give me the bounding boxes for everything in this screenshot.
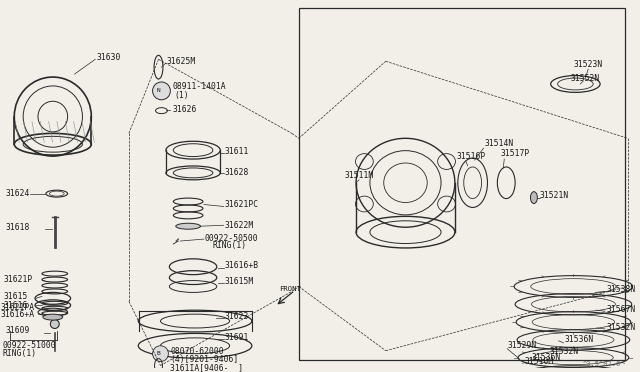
Text: 31621PC: 31621PC bbox=[225, 200, 259, 209]
Text: 31615M: 31615M bbox=[225, 277, 254, 286]
Text: 31625M: 31625M bbox=[166, 57, 196, 66]
Text: 31532N: 31532N bbox=[550, 347, 579, 356]
Text: (4)[9201-9406]: (4)[9201-9406] bbox=[170, 355, 239, 364]
Text: 31624: 31624 bbox=[5, 189, 29, 198]
Text: 31621P: 31621P bbox=[3, 275, 33, 284]
Text: 31536N: 31536N bbox=[564, 335, 594, 344]
Text: 31529N: 31529N bbox=[508, 341, 536, 350]
Circle shape bbox=[152, 346, 168, 362]
Text: 31691: 31691 bbox=[225, 333, 249, 342]
Text: 31516P: 31516P bbox=[457, 151, 486, 161]
Text: 31609: 31609 bbox=[5, 327, 29, 336]
Text: 00922-51000: 00922-51000 bbox=[3, 341, 56, 350]
Text: RING(1): RING(1) bbox=[3, 349, 36, 358]
Text: 31532N: 31532N bbox=[606, 324, 636, 333]
Text: 08070-62000: 08070-62000 bbox=[170, 347, 224, 356]
Text: 00922-50500: 00922-50500 bbox=[205, 234, 259, 243]
Text: 31510M: 31510M bbox=[524, 357, 554, 366]
Text: N: N bbox=[157, 88, 161, 93]
Text: ^3.5^02.6: ^3.5^02.6 bbox=[582, 360, 621, 366]
Ellipse shape bbox=[531, 192, 538, 203]
Text: 31630: 31630 bbox=[96, 53, 121, 62]
Text: 31523N: 31523N bbox=[573, 60, 603, 69]
Text: 31536N: 31536N bbox=[532, 353, 561, 362]
Ellipse shape bbox=[43, 314, 63, 320]
Text: 31521N: 31521N bbox=[540, 191, 569, 200]
Circle shape bbox=[152, 82, 170, 100]
Text: 31567N: 31567N bbox=[606, 305, 636, 314]
Text: 31621PA: 31621PA bbox=[1, 303, 35, 312]
Text: FRONT: FRONT bbox=[279, 286, 301, 292]
Text: 31538N: 31538N bbox=[606, 285, 636, 294]
Text: 31626: 31626 bbox=[172, 105, 196, 114]
Text: 31628: 31628 bbox=[225, 169, 249, 177]
Text: (1): (1) bbox=[174, 92, 189, 100]
Text: 31611: 31611 bbox=[225, 147, 249, 155]
Text: 3161IA[9406-  ]: 3161IA[9406- ] bbox=[170, 363, 243, 372]
Text: 31618: 31618 bbox=[5, 223, 29, 232]
Text: 31623: 31623 bbox=[225, 312, 249, 321]
Text: 31517P: 31517P bbox=[500, 149, 529, 158]
Text: 31616+B: 31616+B bbox=[225, 261, 259, 270]
Text: 31622M: 31622M bbox=[225, 221, 254, 230]
Text: B: B bbox=[157, 351, 161, 356]
Text: 31615: 31615 bbox=[3, 292, 28, 301]
Text: 31511M: 31511M bbox=[344, 171, 374, 180]
Ellipse shape bbox=[51, 320, 60, 328]
Text: 31616+A: 31616+A bbox=[1, 310, 35, 319]
Text: 31616: 31616 bbox=[3, 301, 28, 310]
Text: 31552N: 31552N bbox=[570, 74, 600, 83]
Bar bbox=[299, 8, 625, 360]
Text: 08911-1401A: 08911-1401A bbox=[172, 83, 226, 92]
Text: 31514N: 31514N bbox=[484, 139, 514, 148]
Ellipse shape bbox=[176, 223, 200, 229]
Text: RING(1): RING(1) bbox=[213, 241, 247, 250]
